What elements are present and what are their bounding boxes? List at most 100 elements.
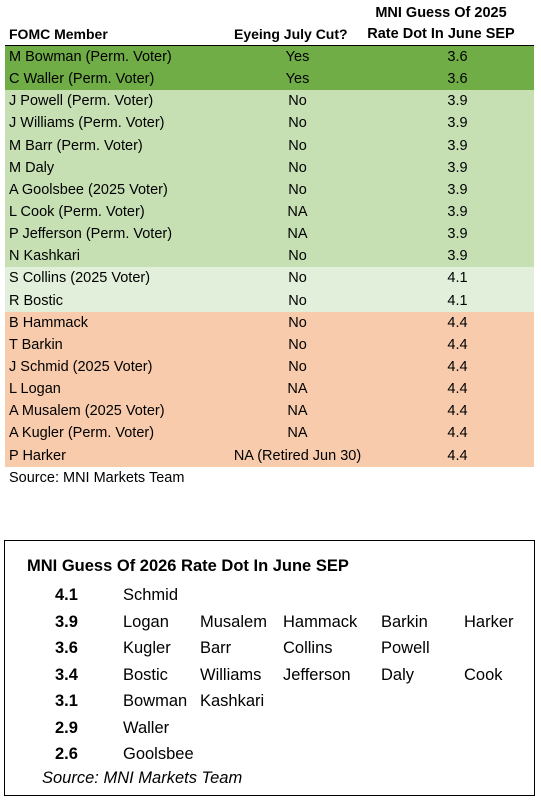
header-rate-dot-2025: MNI Guess Of 2025 Rate Dot In June SEP [353, 3, 529, 45]
member-cell: M Daly [9, 159, 55, 176]
table1-source: Source: MNI Markets Team [9, 470, 185, 486]
dot-value: 3.1 [55, 692, 78, 710]
july-cut-cell: No [288, 181, 307, 198]
dot-row: 2.6 Goolsbee [5, 741, 534, 767]
member-cell: B Hammack [9, 314, 88, 331]
member-name: Jefferson [283, 665, 351, 684]
rate-dot-2026-box: MNI Guess Of 2026 Rate Dot In June SEP 4… [4, 540, 535, 796]
member-cell: R Bostic [9, 292, 63, 309]
member-name: Goolsbee [123, 745, 194, 763]
dot-value: 4.1 [55, 586, 78, 604]
rate-dot-cell: 4.4 [447, 403, 468, 420]
header-rate-dot-line2: Rate Dot In June SEP [367, 26, 515, 42]
member-cell: L Cook (Perm. Voter) [9, 203, 145, 220]
member-cell: N Kashkari [9, 248, 80, 265]
july-cut-cell: NA [287, 381, 308, 398]
july-cut-cell: No [288, 248, 307, 265]
table-row: A Musalem (2025 Voter) NA 4.4 [5, 400, 534, 423]
member-name: Powell [381, 639, 430, 657]
rate-dot-cell: 3.9 [447, 115, 468, 132]
member-name: Hammack [283, 612, 358, 631]
table-row: M Barr (Perm. Voter) No 3.9 [5, 134, 534, 157]
dot-value: 3.4 [55, 665, 78, 684]
rate-dot-cell: 4.4 [447, 336, 468, 353]
dot-row: 3.9 Logan Musalem Hammack Barkin Harker [5, 609, 534, 635]
july-cut-cell: NA [287, 226, 308, 243]
july-cut-cell: No [288, 270, 307, 287]
table-row: A Kugler (Perm. Voter) NA 4.4 [5, 422, 534, 445]
header-fomc-member: FOMC Member [9, 26, 108, 42]
member-name: Logan [123, 612, 169, 631]
member-cell: S Collins (2025 Voter) [9, 270, 151, 287]
member-name: Waller [123, 718, 170, 737]
member-cell: C Waller (Perm. Voter) [9, 71, 155, 88]
july-cut-cell: No [288, 358, 307, 375]
member-name: Schmid [123, 586, 179, 604]
table-row: A Goolsbee (2025 Voter) No 3.9 [5, 178, 534, 201]
july-cut-cell: NA [287, 425, 308, 442]
member-name: Harker [464, 612, 514, 631]
rate-dot-cell: 4.4 [447, 425, 468, 442]
fomc-member-table: FOMC Member Eyeing July Cut? MNI Guess O… [5, 0, 534, 467]
table-row: M Bowman (Perm. Voter) Yes 3.6 [5, 46, 534, 69]
rate-dot-cell: 4.1 [447, 270, 468, 287]
rate-dot-cell: 3.9 [447, 203, 468, 220]
table-row: L Cook (Perm. Voter) NA 3.9 [5, 200, 534, 224]
member-name: Williams [200, 665, 262, 684]
dot-value: 3.6 [55, 639, 78, 657]
member-cell: J Williams (Perm. Voter) [9, 115, 165, 132]
member-cell: P Jefferson (Perm. Voter) [9, 226, 173, 243]
rate-dot-cell: 3.6 [447, 71, 468, 88]
july-cut-cell: No [288, 93, 307, 110]
member-cell: J Powell (Perm. Voter) [9, 93, 154, 110]
july-cut-cell: No [288, 292, 307, 309]
member-name: Barr [200, 639, 232, 657]
july-cut-cell: NA [287, 203, 308, 220]
table-row: R Bostic No 4.1 [5, 289, 534, 312]
july-cut-cell: No [288, 115, 307, 132]
rate-dot-cell: 3.9 [447, 248, 468, 265]
rate-dot-cell: 4.4 [447, 314, 468, 331]
table-body: M Bowman (Perm. Voter) Yes 3.6 C Waller (Pe… [5, 46, 534, 467]
rate-dot-cell: 3.9 [447, 93, 468, 110]
dot-row: 4.1 Schmid [5, 582, 534, 608]
member-cell: A Kugler (Perm. Voter) [9, 425, 155, 442]
dot-row: 2.9 Waller [5, 715, 534, 741]
rate-dot-cell: 4.4 [447, 358, 468, 375]
member-name: Collins [283, 639, 333, 657]
dot-value: 2.6 [55, 745, 78, 763]
table-row: C Waller (Perm. Voter) Yes 3.6 [5, 68, 534, 91]
header-rate-dot-line1: MNI Guess Of 2025 [375, 5, 507, 21]
table-row: L Logan NA 4.4 [5, 378, 534, 401]
member-cell: J Schmid (2025 Voter) [9, 358, 153, 375]
july-cut-cell: NA (Retired Jun 30) [233, 447, 362, 464]
member-cell: M Barr (Perm. Voter) [9, 137, 143, 154]
table-row: J Powell (Perm. Voter) No 3.9 [5, 90, 534, 113]
july-cut-cell: No [288, 159, 307, 176]
dot-row: 3.6 Kugler Barr Collins Powell [5, 635, 534, 661]
dot-row: 3.1 Bowman Kashkari [5, 688, 534, 714]
table-row: P Jefferson (Perm. Voter) NA 3.9 [5, 223, 534, 246]
table-header: FOMC Member Eyeing July Cut? MNI Guess O… [5, 0, 534, 46]
box2-source: Source: MNI Markets Team [42, 769, 243, 787]
dot-value: 3.9 [55, 612, 78, 631]
member-cell: L Logan [9, 381, 61, 398]
july-cut-cell: No [288, 336, 307, 353]
member-cell: A Musalem (2025 Voter) [9, 403, 165, 420]
rate-dot-cell: 3.9 [447, 137, 468, 154]
rate-dot-cell: 4.4 [447, 381, 468, 398]
member-name: Musalem [200, 612, 267, 631]
member-name: Kashkari [200, 692, 265, 710]
table-row: P Harker NA (Retired Jun 30) 4.4 [5, 444, 534, 467]
table-row: J Williams (Perm. Voter) No 3.9 [5, 112, 534, 135]
table-row: B Hammack No 4.4 [5, 311, 534, 334]
member-name: Cook [464, 665, 503, 684]
box2-title: MNI Guess Of 2026 Rate Dot In June SEP [27, 557, 349, 575]
rate-dot-cell: 3.9 [447, 181, 468, 198]
dot-value: 2.9 [55, 718, 78, 737]
july-cut-cell: Yes [285, 49, 310, 65]
member-cell: A Goolsbee (2025 Voter) [9, 181, 168, 198]
member-cell: M Bowman (Perm. Voter) [9, 49, 172, 65]
july-cut-cell: Yes [285, 71, 310, 88]
member-name: Bostic [123, 665, 168, 684]
